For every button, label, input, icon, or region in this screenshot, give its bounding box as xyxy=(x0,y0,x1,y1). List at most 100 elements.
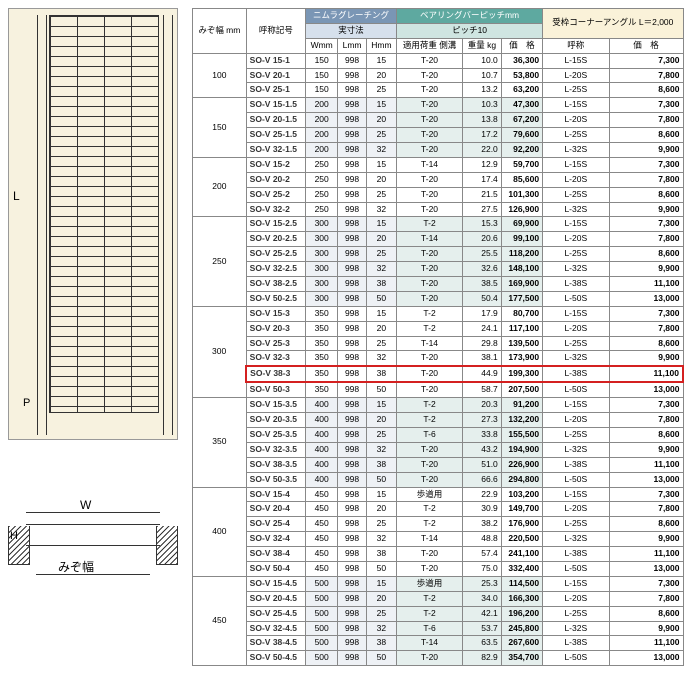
section-bar xyxy=(26,524,160,546)
cell-model: SO-V 25-2 xyxy=(246,187,305,202)
cell-w: 300 xyxy=(306,232,338,247)
cell-w: 300 xyxy=(306,217,338,232)
cell-load: T-20 xyxy=(397,351,463,366)
table-row: SO-V 25-3.540099825T-633.8155,500L-25S8,… xyxy=(193,427,684,442)
cell-weight: 38.1 xyxy=(463,351,502,366)
cell-w: 400 xyxy=(306,427,338,442)
cell-mizo: 100 xyxy=(193,53,247,98)
cell-h: 32 xyxy=(366,351,396,366)
cell-model: SO-V 38-2.5 xyxy=(246,277,305,292)
cell-corner-price: 13,000 xyxy=(609,291,683,306)
table-row: SO-V 32-225099832T-2027.5126,900L-32S9,9… xyxy=(193,202,684,217)
table-row: SO-V 32-4.550099832T-653.7245,800L-32S9,… xyxy=(193,621,684,636)
cell-l: 998 xyxy=(338,561,367,576)
cell-l: 998 xyxy=(338,547,367,562)
cell-model: SO-V 38-4 xyxy=(246,547,305,562)
cell-corner-model: L-15S xyxy=(543,53,609,68)
cell-weight: 12.9 xyxy=(463,157,502,172)
cell-w: 200 xyxy=(306,113,338,128)
cell-weight: 27.5 xyxy=(463,202,502,217)
cell-model: SO-V 32-4.5 xyxy=(246,621,305,636)
cell-model: SO-V 32-1.5 xyxy=(246,143,305,158)
hdr-corner-model: 呼称 xyxy=(543,38,609,53)
cell-corner-model: L-32S xyxy=(543,442,609,457)
cell-model: SO-V 25-4.5 xyxy=(246,606,305,621)
table-row: SO-V 50-4.550099850T-2082.9354,700L-50S1… xyxy=(193,651,684,666)
cell-w: 150 xyxy=(306,68,338,83)
cell-w: 200 xyxy=(306,98,338,113)
table-row: SO-V 38-2.530099838T-2038.5169,900L-38S1… xyxy=(193,277,684,292)
cell-weight: 75.0 xyxy=(463,561,502,576)
cell-price: 176,900 xyxy=(501,517,542,532)
cell-h: 25 xyxy=(366,247,396,262)
cell-corner-price: 7,800 xyxy=(609,591,683,606)
cell-load: T-20 xyxy=(397,457,463,472)
dim-l-label: L xyxy=(13,189,20,203)
cell-w: 350 xyxy=(306,336,338,351)
cell-load: T-6 xyxy=(397,621,463,636)
cell-l: 998 xyxy=(338,621,367,636)
cell-price: 118,200 xyxy=(501,247,542,262)
cell-corner-price: 8,600 xyxy=(609,187,683,202)
hdr-corner-price: 価 格 xyxy=(609,38,683,53)
cell-corner-price: 8,600 xyxy=(609,83,683,98)
cell-w: 350 xyxy=(306,366,338,382)
cell-h: 32 xyxy=(366,621,396,636)
cell-corner-model: L-32S xyxy=(543,621,609,636)
cell-w: 350 xyxy=(306,306,338,321)
cell-w: 300 xyxy=(306,247,338,262)
cell-l: 998 xyxy=(338,591,367,606)
cell-corner-model: L-38S xyxy=(543,277,609,292)
cell-corner-price: 11,100 xyxy=(609,547,683,562)
cell-corner-model: L-15S xyxy=(543,487,609,502)
cell-corner-model: L-50S xyxy=(543,651,609,666)
cell-corner-price: 11,100 xyxy=(609,366,683,382)
cell-load: T-2 xyxy=(397,306,463,321)
cell-corner-price: 9,900 xyxy=(609,621,683,636)
cell-h: 20 xyxy=(366,591,396,606)
cell-weight: 17.4 xyxy=(463,172,502,187)
hdr-load: 適用荷重 側溝 xyxy=(397,38,463,53)
table-row: 250SO-V 15-2.530099815T-215.369,900L-15S… xyxy=(193,217,684,232)
cell-weight: 10.0 xyxy=(463,53,502,68)
cell-h: 20 xyxy=(366,413,396,428)
cell-w: 500 xyxy=(306,651,338,666)
cell-model: SO-V 20-3 xyxy=(246,321,305,336)
cell-corner-price: 7,800 xyxy=(609,321,683,336)
cell-l: 998 xyxy=(338,351,367,366)
table-row: 200SO-V 15-225099815T-1412.959,700L-15S7… xyxy=(193,157,684,172)
cell-h: 25 xyxy=(366,187,396,202)
cell-h: 32 xyxy=(366,532,396,547)
cell-corner-price: 11,100 xyxy=(609,457,683,472)
cell-model: SO-V 32-2 xyxy=(246,202,305,217)
cell-corner-price: 11,100 xyxy=(609,277,683,292)
spec-table-wrap: みぞ幅 mm 呼称記号 ニムラグレーチング ベアリングバーピッチmm 受枠コーナ… xyxy=(192,8,684,666)
cell-load: T-14 xyxy=(397,336,463,351)
cell-w: 250 xyxy=(306,187,338,202)
cell-l: 998 xyxy=(338,306,367,321)
cell-corner-price: 7,300 xyxy=(609,306,683,321)
cell-load: T-20 xyxy=(397,53,463,68)
cell-load: T-20 xyxy=(397,547,463,562)
table-row: SO-V 38-445099838T-2057.4241,100L-38S11,… xyxy=(193,547,684,562)
dim-w-label: W xyxy=(80,498,91,512)
cell-price: 194,900 xyxy=(501,442,542,457)
cell-load: T-20 xyxy=(397,651,463,666)
cell-corner-price: 9,900 xyxy=(609,202,683,217)
table-row: SO-V 25-335099825T-1429.8139,500L-25S8,6… xyxy=(193,336,684,351)
cell-h: 50 xyxy=(366,472,396,487)
cell-weight: 15.3 xyxy=(463,217,502,232)
section-leg-right xyxy=(156,526,178,565)
cell-model: SO-V 20-1 xyxy=(246,68,305,83)
cell-model: SO-V 15-4.5 xyxy=(246,576,305,591)
cell-price: 126,900 xyxy=(501,202,542,217)
cell-w: 500 xyxy=(306,636,338,651)
cell-model: SO-V 32-3 xyxy=(246,351,305,366)
cell-weight: 57.4 xyxy=(463,547,502,562)
cell-h: 50 xyxy=(366,291,396,306)
cell-corner-model: L-38S xyxy=(543,636,609,651)
cell-w: 350 xyxy=(306,382,338,397)
table-row: SO-V 50-445099850T-2075.0332,400L-50S13,… xyxy=(193,561,684,576)
cell-h: 38 xyxy=(366,366,396,382)
cell-w: 500 xyxy=(306,591,338,606)
